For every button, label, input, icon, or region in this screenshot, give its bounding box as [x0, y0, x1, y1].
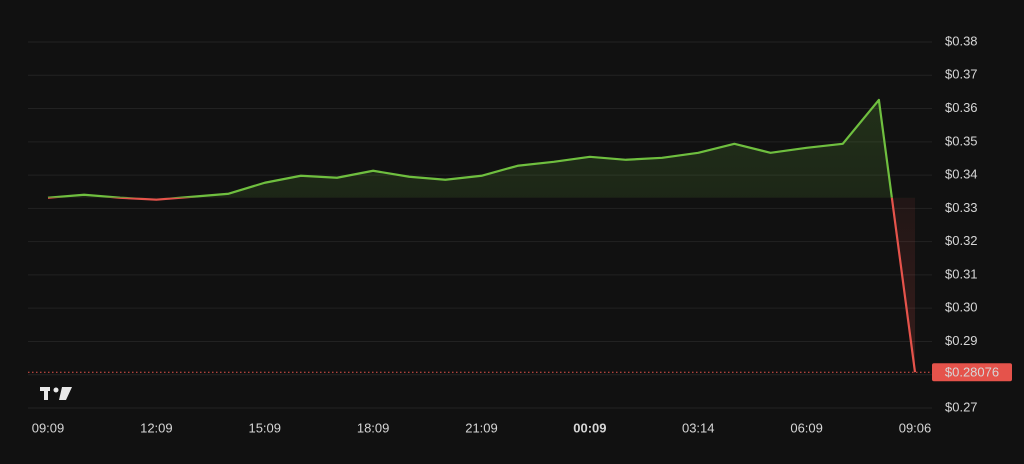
y-tick-label: $0.29 — [945, 333, 978, 348]
y-tick-label: $0.27 — [945, 399, 978, 414]
y-tick-label: $0.30 — [945, 300, 978, 315]
plot — [47, 98, 917, 373]
price-line-up — [47, 98, 893, 198]
y-tick-label: $0.36 — [945, 100, 978, 115]
area-up — [48, 99, 915, 198]
x-tick-label: 09:09 — [32, 420, 65, 435]
y-tick-label: $0.35 — [945, 133, 978, 148]
x-tick-label: 06:09 — [790, 420, 823, 435]
x-tick-label: 21:09 — [465, 420, 498, 435]
y-tick-label: $0.38 — [945, 33, 978, 48]
y-tick-label: $0.32 — [945, 233, 978, 248]
grid — [28, 41, 932, 409]
y-tick-label: $0.37 — [945, 67, 978, 82]
logo — [40, 387, 72, 400]
y-tick-label: $0.34 — [945, 167, 978, 182]
y-tick-label: $0.33 — [945, 200, 978, 215]
x-tick-label: 12:09 — [140, 420, 173, 435]
x-tick-label: 03:14 — [682, 420, 715, 435]
x-tick-label: 18:09 — [357, 420, 390, 435]
y-tick-label: $0.31 — [945, 266, 978, 281]
x-tick-label: 15:09 — [248, 420, 281, 435]
last-price-box — [932, 363, 1012, 382]
last-price-label: $0.28076 — [945, 365, 999, 380]
x-tick-label: 09:06 — [899, 420, 932, 435]
x-tick-label: 00:09 — [573, 420, 606, 435]
